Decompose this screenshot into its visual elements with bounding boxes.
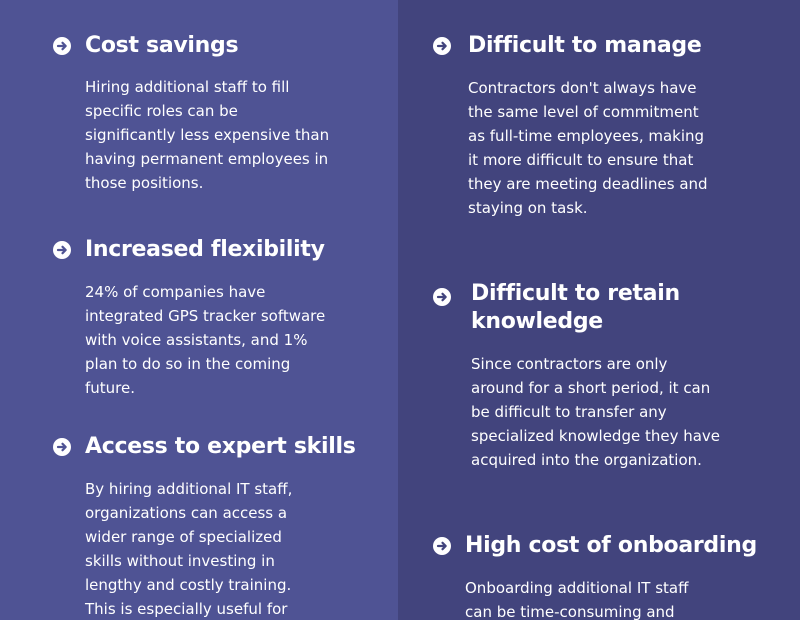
disadvantage-item-high-cost-of-onboarding: High cost of onboarding Onboarding addit… [433,532,793,620]
arrow-right-circle-icon [433,537,451,555]
item-title: Cost savings [85,33,239,58]
item-title: Increased flexibility [85,237,325,262]
item-title: High cost of onboarding [465,533,757,558]
item-description: Onboarding additional IT staff can be ti… [465,579,689,620]
item-description: Since contractors are only around for a … [471,355,721,469]
item-title: Difficult to manage [468,33,702,58]
item-description: 24% of companies have integrated GPS tra… [85,283,326,397]
arrow-right-circle-icon [53,37,71,55]
arrow-right-circle-icon [53,438,71,456]
advantage-item-increased-flexibility: Increased flexibility 24% of companies h… [53,236,353,400]
disadvantage-item-difficult-to-manage: Difficult to manage Contractors don't al… [433,32,773,220]
item-title: Difficult to retain knowledge [471,281,680,334]
item-title: Access to expert skills [85,434,356,459]
advantages-panel: Cost savings Hiring additional staff to … [0,0,398,620]
arrow-right-circle-icon [53,241,71,259]
arrow-right-circle-icon [433,37,451,55]
item-description: Contractors don't always have the same l… [468,79,708,217]
disadvantage-item-difficult-to-retain-knowledge: Difficult to retain knowledge Since cont… [433,280,773,472]
item-description: Hiring additional staff to fill specific… [85,78,330,192]
advantage-item-access-to-expert-skills: Access to expert skills By hiring additi… [53,433,358,620]
advantage-item-cost-savings: Cost savings Hiring additional staff to … [53,32,353,195]
item-description: By hiring additional IT staff, organizat… [85,480,293,618]
disadvantages-panel: Difficult to manage Contractors don't al… [398,0,800,620]
arrow-right-circle-icon [433,288,451,306]
